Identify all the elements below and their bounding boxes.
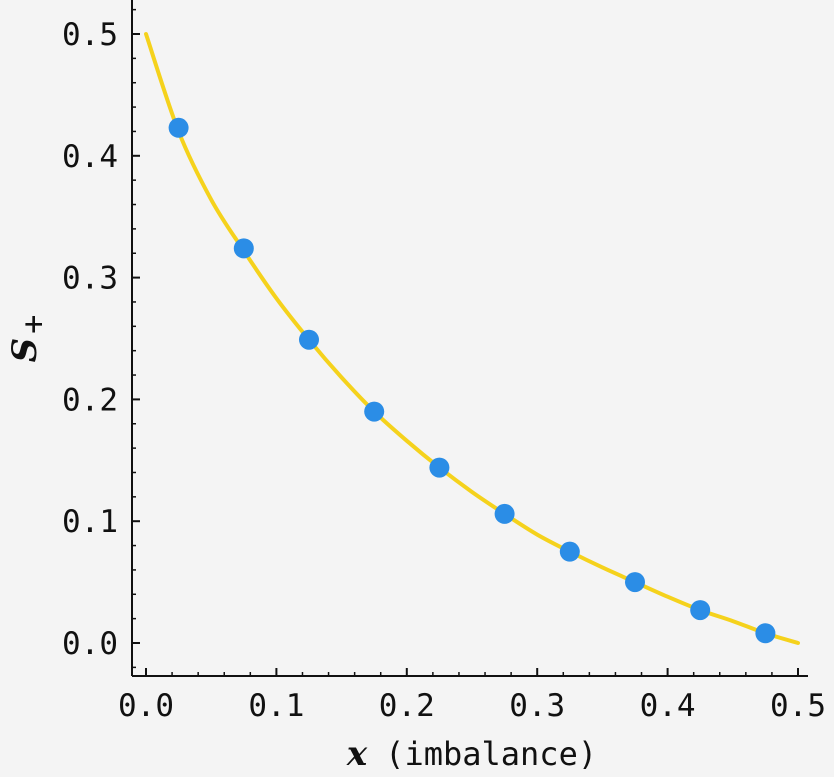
x-tick-label: 0.2	[379, 688, 435, 724]
y-axis-label-var: S	[5, 338, 45, 363]
y-axis-label: S +	[5, 315, 52, 363]
data-point	[690, 600, 711, 621]
y-axis-label-sub: +	[14, 315, 52, 334]
x-axis-label: x (imbalance)	[346, 734, 597, 774]
data-point	[755, 623, 776, 644]
x-axis-label-rest: (imbalance)	[385, 735, 597, 773]
data-point	[233, 238, 254, 259]
x-tick-label: 0.5	[770, 688, 826, 724]
data-point	[364, 401, 385, 422]
y-tick-label: 0.5	[62, 17, 118, 53]
x-tick-label: 0.0	[118, 688, 174, 724]
y-tick-label: 0.0	[62, 626, 118, 662]
data-point	[168, 117, 189, 138]
fit-curve	[144, 32, 800, 645]
points-layer	[168, 117, 776, 644]
y-tick-labels: 0.0 0.1 0.2 0.3 0.4 0.5	[62, 17, 118, 662]
axes	[131, 0, 808, 677]
x-axis-label-var: x	[346, 734, 368, 774]
data-point	[494, 503, 515, 524]
minor-ticks	[132, 8, 773, 676]
svg-text:S +: S +	[5, 315, 52, 363]
data-point	[299, 329, 319, 350]
y-tick-label: 0.3	[62, 261, 118, 297]
y-tick-label: 0.4	[62, 139, 118, 175]
data-point	[625, 572, 645, 593]
data-point	[429, 457, 450, 478]
major-ticks	[132, 33, 799, 676]
x-tick-labels: 0.0 0.1 0.2 0.3 0.4 0.5	[118, 688, 826, 724]
y-tick-label: 0.1	[62, 504, 118, 540]
x-tick-label: 0.1	[248, 688, 304, 724]
y-tick-label: 0.2	[62, 382, 118, 418]
x-tick-label: 0.4	[640, 688, 696, 724]
x-tick-label: 0.3	[509, 688, 565, 724]
data-point	[559, 541, 580, 562]
curve-layer	[144, 32, 800, 645]
